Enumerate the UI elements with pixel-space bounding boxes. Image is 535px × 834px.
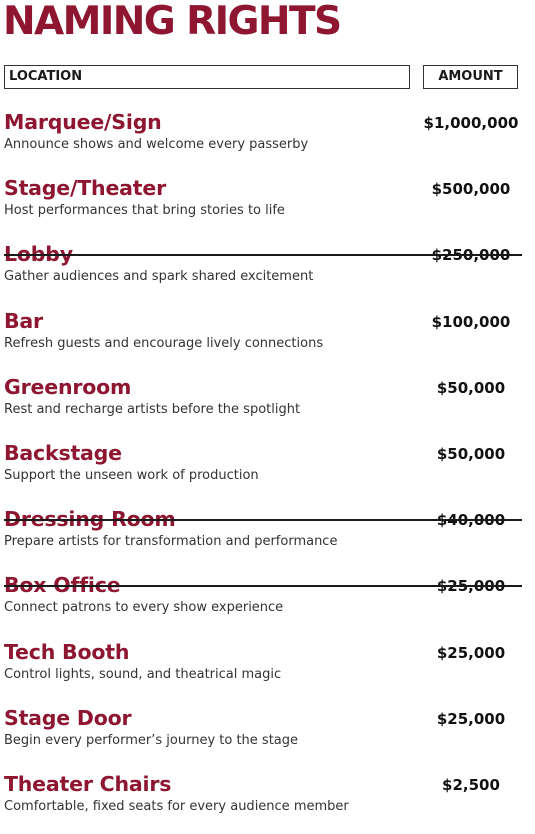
location-description: Begin every performer’s journey to the s… [4,732,299,748]
location-name: Stage/Theater [4,176,166,201]
amount-column-header: AMOUNT [423,65,518,89]
location-description: Announce shows and welcome every passerb… [4,137,309,152]
location-description: Refresh guests and encourage lively conn… [4,335,324,351]
location-name: Greenroom [4,374,132,399]
location-description: Comfortable, fixed seats for every audie… [4,798,349,814]
page-title: NAMING RIGHTS [3,0,342,44]
location-name: Backstage [4,440,122,465]
naming-rights-row: Theater Chairs Comfortable, fixed seats f… [0,768,535,834]
naming-rights-row: Backstage Support the unseen work of prod… [0,437,535,503]
naming-rights-row: Box Office Connect patrons to every show … [0,569,535,635]
location-amount: $1,000,000 [423,114,519,132]
location-description: Rest and recharge artists before the spo… [4,401,301,417]
location-description: Control lights, sound, and theatrical ma… [4,666,282,682]
location-name: Bar [4,308,43,333]
location-column-header: LOCATION [4,65,410,89]
location-description: Prepare artists for transformation and p… [4,534,338,550]
location-amount: $25,000 [436,709,506,728]
strikethrough-line [4,254,522,257]
naming-rights-row: Marquee/Sign Announce shows and welcome e… [0,106,535,172]
naming-rights-row: Dressing Room Prepare artists for transfo… [0,503,535,569]
location-description: Host performances that bring stories to … [4,203,285,219]
naming-rights-row: Stage Door Begin every performer’s journe… [0,702,535,768]
naming-rights-row: Tech Booth Control lights, sound, and the… [0,636,535,702]
location-description: Connect patrons to every show experience [4,600,284,616]
location-amount: $50,000 [436,378,506,397]
naming-rights-row: Stage/Theater Host performances that brin… [0,172,535,238]
naming-rights-row: Bar Refresh guests and encourage lively c… [0,305,535,371]
strikethrough-line [4,585,522,588]
location-name: Tech Booth [4,639,130,664]
naming-rights-row: Lobby Gather audiences and spark shared e… [0,238,535,304]
location-amount: $25,000 [436,643,506,662]
naming-rights-list: Marquee/Sign Announce shows and welcome e… [0,106,535,834]
location-amount: $2,500 [442,775,500,794]
naming-rights-row: Greenroom Rest and recharge artists befor… [0,371,535,437]
location-amount: $50,000 [436,444,506,463]
location-amount: $500,000 [431,180,511,199]
location-name: Theater Chairs [4,771,172,796]
location-description: Gather audiences and spark shared excite… [4,269,314,285]
location-name: Stage Door [4,705,132,730]
location-amount: $100,000 [431,312,511,331]
location-name: Marquee/Sign [4,110,162,134]
location-description: Support the unseen work of production [4,467,259,483]
strikethrough-line [4,519,522,522]
